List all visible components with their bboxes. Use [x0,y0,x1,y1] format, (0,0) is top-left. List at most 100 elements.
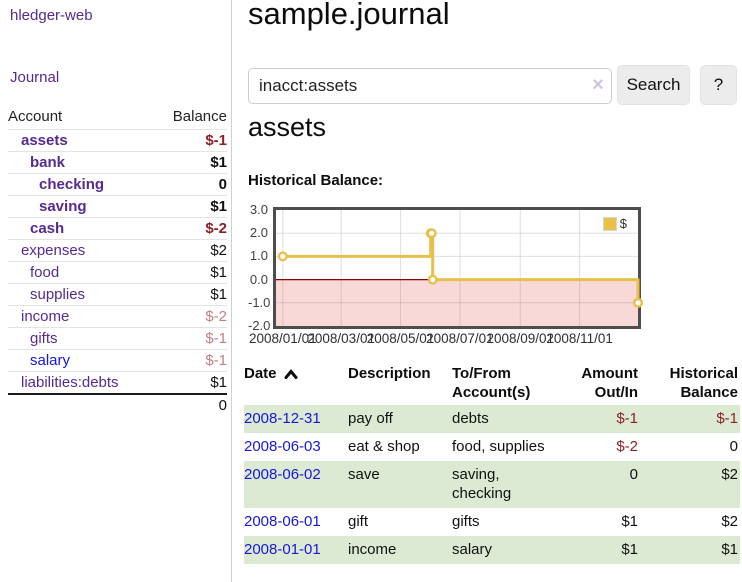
register-row: 2008-06-01 gift gifts $1 $2 [244,508,740,536]
account-balance: $-1 [205,352,227,369]
account-row: checking 0 [8,173,227,196]
register-description: eat & shop [348,438,420,455]
chart-negative-region [276,279,638,326]
register-row: 2008-01-01 income salary $1 $1 [244,536,740,564]
account-link[interactable]: gifts [30,330,58,347]
register-amount: $1 [621,513,638,530]
y-axis-tick-label: 2.0 [249,225,268,241]
account-balance: $-2 [205,220,227,237]
account-balance: $-1 [205,330,227,347]
register-accounts: saving, checking [452,466,512,502]
legend-swatch-icon [602,216,617,231]
account-link[interactable]: saving [39,198,87,215]
register-table: Date Description To/From Account(s) Amount … [244,358,740,564]
account-row: liabilities:debts $1 [8,371,227,395]
register-amount: $-2 [616,438,638,455]
account-balance: 0 [218,176,227,193]
account-balance: $2 [210,242,227,259]
account-link[interactable]: assets [21,132,68,149]
sidebar-item-journal[interactable]: Journal [10,69,60,86]
account-row: cash $-2 [8,217,227,240]
register-amount: 0 [629,466,638,483]
account-link[interactable]: salary [30,352,71,369]
account-title: assets [248,112,327,142]
register-balance: 0 [729,438,738,455]
register-date-link[interactable]: 2008-06-01 [244,513,321,530]
account-row: gifts $-1 [8,327,227,350]
y-axis-tick-label: 3.0 [249,202,268,217]
register-column-date[interactable]: Date [244,358,348,405]
account-row: expenses $2 [8,239,227,262]
register-accounts: debts [452,410,489,427]
account-link[interactable]: checking [39,176,105,193]
account-balance: $-2 [205,308,227,325]
register-column-amount: Amount Out/In [581,365,638,401]
y-axis-tick-label: 0.0 [249,271,268,287]
page-title: sample.journal [248,0,450,31]
x-axis-tick-label: 2008/09/01 [486,331,555,346]
brand-link[interactable]: hledger-web [10,7,93,24]
register-column-to-from: To/From Account(s) [452,365,531,401]
data-point [633,297,644,308]
register-balance: $1 [721,541,738,558]
account-balance: $1 [210,286,227,303]
account-balance: $1 [210,374,227,391]
account-row: food $1 [8,261,227,284]
y-axis-tick-label: -2.0 [248,318,271,333]
register-date-link[interactable]: 2008-12-31 [244,410,321,427]
account-row: saving $1 [8,195,227,218]
account-balance: $1 [210,198,227,215]
clear-search-icon[interactable]: × [592,74,604,96]
accounts-total-row: 0 [8,394,227,416]
search-input[interactable] [248,68,612,104]
account-link[interactable]: supplies [30,286,86,303]
sort-ascending-icon [284,369,298,379]
accounts-table: Account Balance assets $-1 bank $1 checking 0… [8,106,227,416]
account-link[interactable]: expenses [21,242,86,259]
register-column-historical: Historical Balance [669,365,738,401]
register-description: gift [348,513,369,530]
x-axis-tick-label: 2008/05/01 [366,331,435,346]
balance-chart: 3.0 2.0 1.0 0.0 -1.0 -2.0 $ 2008/01/01 2008/03… [248,196,688,348]
account-balance: $-1 [205,132,227,149]
register-amount: $1 [621,541,638,558]
account-link[interactable]: income [21,308,70,325]
y-axis-tick-label: 1.0 [249,248,268,264]
data-point [427,274,438,285]
accounts-header-row: Account Balance [8,106,227,130]
register-description: save [348,466,380,483]
register-date-link[interactable]: 2008-01-01 [244,541,321,558]
register-accounts: gifts [452,513,480,530]
register-column-description: Description [348,365,431,382]
register-description: pay off [348,410,393,427]
register-description: income [348,541,397,558]
accounts-header-account: Account [8,108,63,125]
register-amount: $-1 [616,410,638,427]
account-link[interactable]: food [30,264,60,281]
chart-title: Historical Balance: [248,172,384,189]
register-date-link[interactable]: 2008-06-02 [244,466,321,483]
chart-legend: $ [600,215,629,232]
account-row: salary $-1 [8,349,227,372]
search-button[interactable]: Search [617,65,690,105]
register-row: 2008-12-31 pay off debts $-1 $-1 [244,405,740,433]
register-balance: $2 [721,513,738,530]
legend-label: $ [619,216,627,231]
account-link[interactable]: liabilities:debts [21,374,119,391]
register-accounts: salary [452,541,493,558]
main-content: sample.journal × Search ? assets Histori… [233,0,742,582]
x-axis-tick-label: 2008/01/01 [249,331,317,346]
accounts-total-value: 0 [218,397,227,414]
x-axis-tick-label: 2008/07/01 [426,331,494,346]
account-row: supplies $1 [8,283,227,306]
x-axis-tick-label: 2008/03/01 [307,331,375,346]
account-link[interactable]: cash [30,220,65,237]
account-row: assets $-1 [8,129,227,152]
account-balance: $1 [210,154,227,171]
register-date-link[interactable]: 2008-06-03 [244,438,321,455]
account-row: income $-2 [8,305,227,328]
account-balance: $1 [210,264,227,281]
account-link[interactable]: bank [30,154,66,171]
help-button[interactable]: ? [700,65,737,105]
register-balance: $2 [721,466,738,483]
